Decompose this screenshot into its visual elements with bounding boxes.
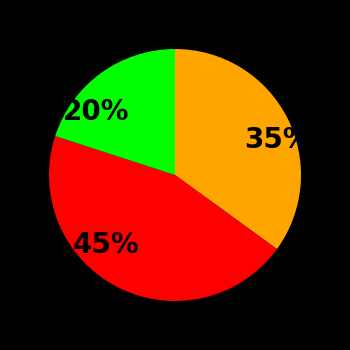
Wedge shape	[55, 49, 175, 175]
Text: 20%: 20%	[63, 98, 129, 126]
Text: 35%: 35%	[245, 126, 311, 154]
Text: 45%: 45%	[73, 231, 140, 259]
Wedge shape	[49, 136, 277, 301]
Wedge shape	[175, 49, 301, 249]
